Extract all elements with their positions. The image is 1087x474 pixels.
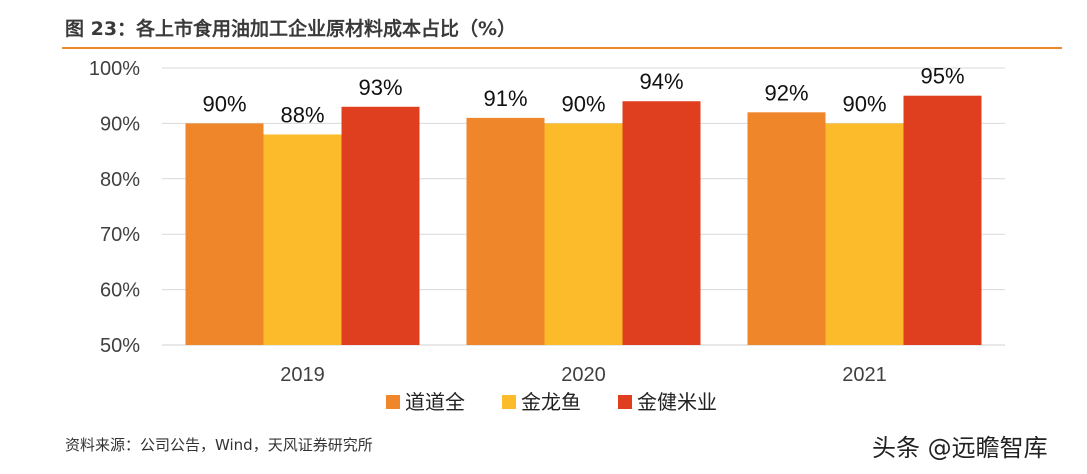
y-tick-label: 60% xyxy=(100,280,140,302)
data-label: 92% xyxy=(764,80,808,105)
bar xyxy=(341,106,420,345)
y-tick-label: 80% xyxy=(100,169,140,191)
title-divider xyxy=(62,47,1062,49)
data-label: 90% xyxy=(202,91,246,116)
legend-swatch xyxy=(502,395,516,409)
legend-label: 金龙鱼 xyxy=(521,390,581,414)
legend-swatch xyxy=(618,395,632,409)
legend-swatch xyxy=(386,395,400,409)
bar xyxy=(903,95,982,345)
x-tick-label: 2021 xyxy=(842,364,887,386)
data-label: 91% xyxy=(483,86,527,111)
bar xyxy=(263,134,342,345)
source-note: 资料来源：公司公告，Wind，天风证券研究所 xyxy=(65,436,373,454)
y-tick-label: 100% xyxy=(89,58,140,80)
data-label: 94% xyxy=(639,69,683,94)
bar xyxy=(544,123,623,346)
data-label: 93% xyxy=(358,75,402,100)
y-tick-label: 70% xyxy=(100,224,140,246)
bar xyxy=(185,123,264,346)
data-label: 90% xyxy=(842,91,886,116)
data-label: 90% xyxy=(561,91,605,116)
chart-title: 图 23：各上市食用油加工企业原材料成本占比（%） xyxy=(65,18,517,40)
legend-label: 道道全 xyxy=(405,390,465,414)
data-label: 95% xyxy=(920,64,964,89)
legend-label: 金健米业 xyxy=(637,390,717,414)
data-label: 88% xyxy=(280,102,324,127)
y-tick-label: 90% xyxy=(100,113,140,135)
bar xyxy=(747,112,826,345)
y-tick-label: 50% xyxy=(100,335,140,357)
bar xyxy=(825,123,904,346)
bar xyxy=(622,101,701,346)
bar xyxy=(466,117,545,345)
watermark: 头条 @远瞻智库 xyxy=(872,434,1048,462)
x-tick-label: 2019 xyxy=(280,364,325,386)
x-tick-label: 2020 xyxy=(561,364,606,386)
